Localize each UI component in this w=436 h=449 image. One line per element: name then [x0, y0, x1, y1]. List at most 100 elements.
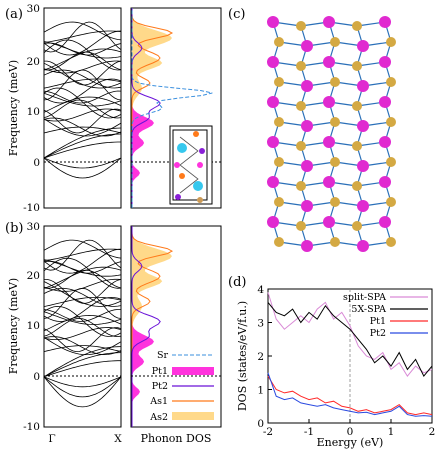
phonon-band	[43, 21, 122, 41]
panel-b-dos: Sr Pt1 Pt2 As1 As2	[130, 225, 222, 428]
phonon-band	[43, 48, 122, 71]
panel-b-label: (b)	[5, 221, 23, 236]
phonon-band	[43, 269, 122, 289]
panel-d-chart: -2 -1 0 1 2 0 1 2 3 4 split-SPA 5X-SPA Pt1 Pt2	[257, 284, 435, 438]
phonon-band	[43, 108, 122, 134]
as-atom	[330, 197, 340, 207]
legend-pt1: Pt1	[152, 366, 168, 377]
soft-mode	[43, 376, 122, 388]
pt-atom	[323, 176, 335, 188]
phonon-band	[43, 117, 122, 137]
as-atom	[386, 237, 396, 247]
as-atom	[296, 101, 306, 111]
phonon-band	[43, 297, 122, 307]
panel-a-label: (a)	[5, 7, 23, 22]
soft-mode	[43, 157, 122, 179]
phonon-band	[43, 327, 122, 340]
pt-atom	[323, 96, 335, 108]
dos-ytick: 1	[257, 385, 264, 397]
phonon-band	[44, 279, 122, 304]
dos-ylabel: DOS (states/eV/f.u.)	[236, 301, 249, 411]
phonon-dos-xlabel: Phonon DOS	[141, 432, 212, 445]
phonon-band	[43, 41, 122, 59]
dos-ytick: 3	[257, 318, 264, 330]
dos-xtick: 0	[347, 426, 354, 438]
phonon-band	[43, 87, 122, 119]
as-atom	[386, 77, 396, 87]
pt-atom	[323, 136, 335, 148]
tick-0: 0	[33, 157, 40, 169]
as-atom	[274, 197, 284, 207]
dos-xlabel: Energy (eV)	[317, 436, 384, 449]
as-atom	[352, 221, 362, 231]
pt-atom	[174, 162, 180, 168]
dos-pt2-line	[131, 226, 161, 427]
pt-atom	[379, 96, 391, 108]
panel-b-ylabel: Frequency (meV)	[7, 278, 20, 374]
as-atom	[296, 21, 306, 31]
phonon-band	[43, 309, 121, 322]
xtick-gamma: Γ	[48, 433, 55, 445]
phonon-band	[43, 239, 122, 259]
phonon-band	[43, 90, 122, 104]
panel-c-label: (c)	[228, 7, 245, 22]
as-atom	[296, 221, 306, 231]
as-atom	[274, 77, 284, 87]
pt-atom	[357, 200, 369, 212]
phonon-band	[43, 311, 122, 325]
phonon-legend: Sr Pt1 Pt2 As1 As2	[149, 350, 214, 423]
as-atom	[386, 157, 396, 167]
as-atom	[274, 37, 284, 47]
dos-xtick: -1	[304, 426, 314, 438]
pt-atom	[301, 80, 313, 92]
pt-atom	[323, 16, 335, 28]
as-atom	[296, 141, 306, 151]
legend-as2: As2	[149, 412, 168, 423]
phonon-band	[43, 248, 122, 261]
tick-0: 0	[33, 371, 40, 383]
as-atom	[330, 117, 340, 127]
legend-pt2: Pt2	[370, 328, 386, 339]
soft-mode	[43, 376, 122, 398]
sr-atom	[193, 181, 203, 191]
pt-atom	[357, 240, 369, 252]
as-atom	[352, 21, 362, 31]
phonon-band	[43, 42, 122, 56]
as-atom	[386, 197, 396, 207]
panel-d-label: (d)	[228, 275, 246, 290]
pt-atom	[267, 216, 279, 228]
tick-20: 20	[27, 270, 40, 282]
pt-atom	[301, 240, 313, 252]
panel-b-yticks: 30 20 10 0 -10	[23, 221, 40, 433]
phonon-band	[43, 108, 122, 122]
panel-a-dos	[130, 7, 222, 209]
phonon-band	[43, 259, 122, 277]
as-atom	[352, 61, 362, 71]
pt-atom	[379, 136, 391, 148]
phonon-band	[43, 60, 122, 74]
pt-atom	[357, 120, 369, 132]
series-5x-spa	[267, 302, 433, 378]
as-atom	[330, 37, 340, 47]
as-atom	[296, 61, 306, 71]
phonon-band	[43, 62, 122, 89]
phonon-band	[43, 78, 122, 104]
as-atom	[386, 117, 396, 127]
tick-30: 30	[27, 221, 40, 233]
panel-a-bands	[43, 21, 122, 179]
as-atom	[352, 181, 362, 191]
dos-sr-line	[131, 8, 213, 208]
dos-as2-fill	[132, 8, 172, 208]
as-atom	[193, 131, 199, 137]
phonon-band	[43, 30, 122, 43]
as-atom	[330, 237, 340, 247]
phonon-band	[43, 318, 122, 337]
unit-cell-inset	[169, 125, 213, 205]
acoustic-band	[43, 127, 122, 159]
dos-ytick: 0	[257, 418, 264, 430]
soft-mode	[43, 376, 122, 408]
pt-atom	[379, 176, 391, 188]
legend-pt1: Pt1	[370, 316, 386, 327]
series-split-spa	[267, 292, 433, 377]
